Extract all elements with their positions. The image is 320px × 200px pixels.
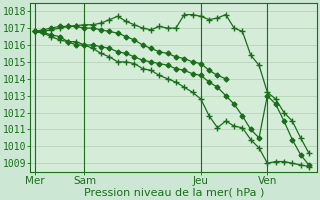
X-axis label: Pression niveau de la mer( hPa ): Pression niveau de la mer( hPa ): [84, 187, 264, 197]
